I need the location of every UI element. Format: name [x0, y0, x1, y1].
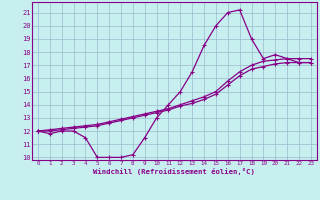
X-axis label: Windchill (Refroidissement éolien,°C): Windchill (Refroidissement éolien,°C) [93, 168, 255, 175]
